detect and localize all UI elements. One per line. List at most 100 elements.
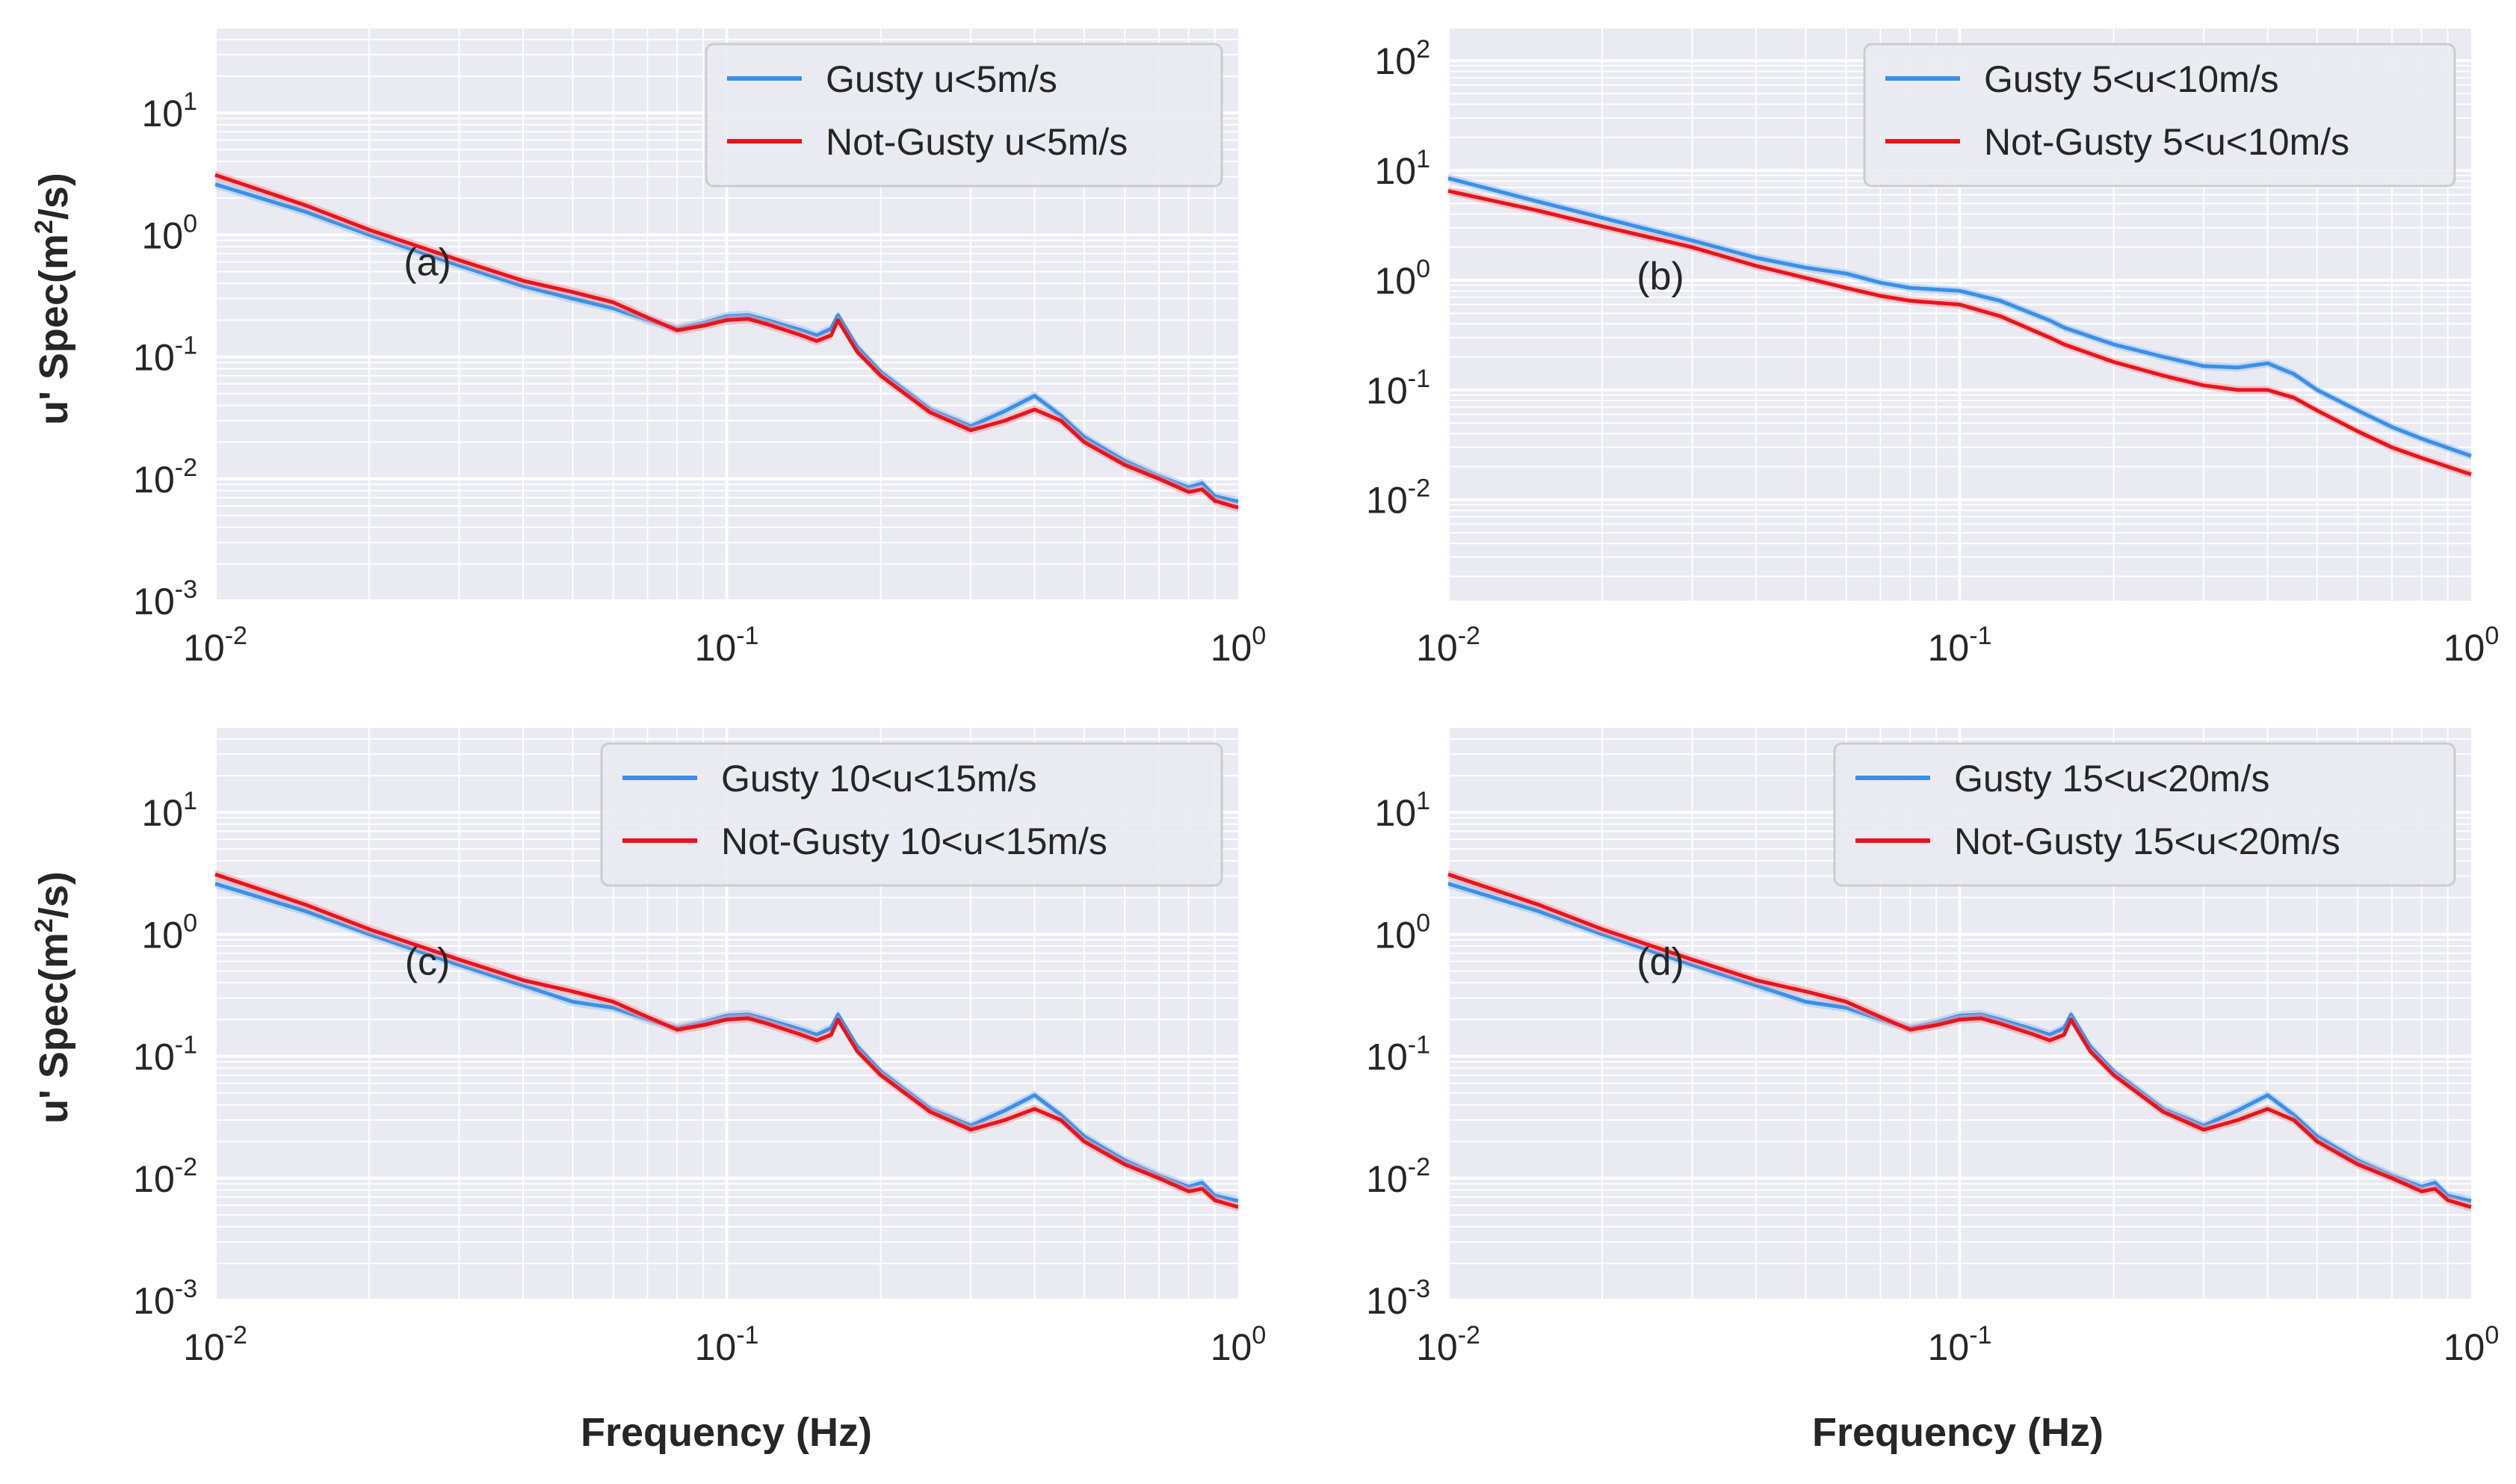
legend: Gusty u<5m/s Not-Gusty u<5m/s xyxy=(705,43,1223,188)
y-tick-base: 10 xyxy=(133,1280,175,1322)
y-tick-label: 101 xyxy=(1374,787,1430,834)
y-tick-exp: -2 xyxy=(175,454,197,482)
y-tick-label: 101 xyxy=(141,87,197,135)
y-axis-label-top: u' Spec(m2/s) xyxy=(30,173,76,425)
x-tick-exp: -1 xyxy=(1969,1321,1991,1349)
y-tick-base: 10 xyxy=(1374,150,1416,192)
series-band-1 xyxy=(1448,187,2471,479)
y-tick-base: 10 xyxy=(133,581,175,622)
y-tick-exp: -2 xyxy=(175,1153,197,1181)
y-tick-label: 10-1 xyxy=(1366,1031,1430,1078)
y-tick-base: 10 xyxy=(1374,792,1416,834)
x-tick-base: 10 xyxy=(1211,627,1252,669)
series-line-0 xyxy=(1447,176,2472,458)
y-tick-base: 10 xyxy=(141,93,183,135)
legend-entry-1: Not-Gusty 15<u<20m/s xyxy=(1954,820,2340,862)
x-tick-base: 10 xyxy=(695,1326,737,1368)
y-tick-label: 102 xyxy=(1374,35,1430,82)
y-tick-label: 101 xyxy=(1374,145,1430,192)
x-tick-label: 10-2 xyxy=(1416,622,1480,669)
y-tick-exp: 1 xyxy=(183,787,197,815)
x-tick-label: 10-1 xyxy=(695,622,759,669)
series-line-1 xyxy=(1447,872,2472,1209)
x-tick-exp: -2 xyxy=(1458,622,1480,650)
x-tick-base: 10 xyxy=(183,1326,225,1368)
y-tick-base: 10 xyxy=(1374,40,1416,82)
x-tick-base: 10 xyxy=(2444,1326,2485,1368)
x-tick-label: 10-1 xyxy=(1928,1321,1992,1368)
y-tick-label: 100 xyxy=(1374,909,1430,956)
y-tick-exp: -3 xyxy=(175,575,197,604)
y-tick-label: 100 xyxy=(1374,255,1430,302)
y-tick-label: 10-3 xyxy=(133,1275,197,1322)
x-tick-exp: -1 xyxy=(1969,622,1991,650)
panel-label: (b) xyxy=(1636,255,1684,298)
y-tick-exp: -2 xyxy=(1408,1153,1430,1181)
legend-box xyxy=(1833,742,2456,887)
y-tick-label: 10-2 xyxy=(133,1153,197,1200)
x-tick-base: 10 xyxy=(1211,1326,1252,1368)
x-tick-base: 10 xyxy=(1416,1326,1458,1368)
x-tick-base: 10 xyxy=(183,627,225,669)
y-tick-base: 10 xyxy=(1366,1158,1408,1200)
y-tick-base: 10 xyxy=(1366,1280,1408,1322)
panel-label: (c) xyxy=(405,941,451,984)
y-tick-base: 10 xyxy=(1366,1036,1408,1078)
legend-entry-0: Gusty 15<u<20m/s xyxy=(1954,758,2269,800)
y-tick-base: 10 xyxy=(1374,914,1416,956)
y-tick-exp: 2 xyxy=(1416,35,1430,64)
x-tick-label: 10-2 xyxy=(1416,1321,1480,1368)
x-tick-exp: -1 xyxy=(736,622,758,650)
x-tick-exp: -2 xyxy=(1458,1321,1480,1349)
panel-label: (d) xyxy=(1636,941,1684,984)
y-tick-label: 10-1 xyxy=(133,1031,197,1078)
y-tick-label: 10-1 xyxy=(1366,365,1430,412)
x-tick-exp: -2 xyxy=(225,1321,247,1349)
y-tick-exp: -1 xyxy=(1408,1031,1430,1060)
legend-box xyxy=(705,43,1223,188)
y-tick-exp: -3 xyxy=(1408,1275,1430,1303)
legend-box xyxy=(1863,43,2456,188)
legend-entry-0: Gusty u<5m/s xyxy=(826,58,1057,100)
y-tick-exp: 1 xyxy=(1416,787,1430,815)
x-tick-exp: 0 xyxy=(2485,1321,2499,1349)
x-tick-label: 10-2 xyxy=(183,622,247,669)
y-tick-base: 10 xyxy=(141,214,183,256)
legend: Gusty 10<u<15m/s Not-Gusty 10<u<15m/s xyxy=(600,742,1223,887)
y-tick-base: 10 xyxy=(133,1158,175,1200)
series-line-1 xyxy=(214,872,1239,1209)
x-tick-base: 10 xyxy=(695,627,737,669)
x-tick-label: 10-1 xyxy=(695,1321,759,1368)
y-tick-label: 10-2 xyxy=(133,454,197,501)
y-tick-exp: 1 xyxy=(183,87,197,116)
x-tick-exp: -1 xyxy=(736,1321,758,1349)
y-tick-exp: -1 xyxy=(175,1031,197,1060)
y-tick-label: 100 xyxy=(141,209,197,256)
y-tick-label: 10-2 xyxy=(1366,1153,1430,1200)
legend-box xyxy=(600,742,1223,887)
y-tick-label: 10-3 xyxy=(133,575,197,622)
x-tick-exp: -2 xyxy=(225,622,247,650)
y-tick-base: 10 xyxy=(141,792,183,834)
y-tick-base: 10 xyxy=(133,337,175,379)
x-axis-label-right: Frequency (Hz) xyxy=(1812,1410,2104,1455)
x-tick-label: 10-1 xyxy=(1928,622,1992,669)
y-tick-exp: -1 xyxy=(175,332,197,360)
y-tick-base: 10 xyxy=(1374,260,1416,302)
x-tick-exp: 0 xyxy=(1252,1321,1266,1349)
x-tick-label: 100 xyxy=(2444,1321,2500,1368)
y-tick-label: 10-1 xyxy=(133,332,197,379)
y-tick-exp: 0 xyxy=(183,209,197,238)
y-tick-base: 10 xyxy=(133,459,175,501)
panel-label: (a) xyxy=(404,241,451,285)
y-tick-exp: 0 xyxy=(1416,909,1430,937)
y-tick-label: 100 xyxy=(141,909,197,956)
legend-entry-1: Not-Gusty 5<u<10m/s xyxy=(1984,121,2349,163)
y-tick-label: 10-2 xyxy=(1366,474,1430,522)
x-tick-exp: 0 xyxy=(2485,622,2499,650)
legend: Gusty 15<u<20m/s Not-Gusty 15<u<20m/s xyxy=(1833,742,2456,887)
y-tick-exp: 0 xyxy=(183,909,197,937)
